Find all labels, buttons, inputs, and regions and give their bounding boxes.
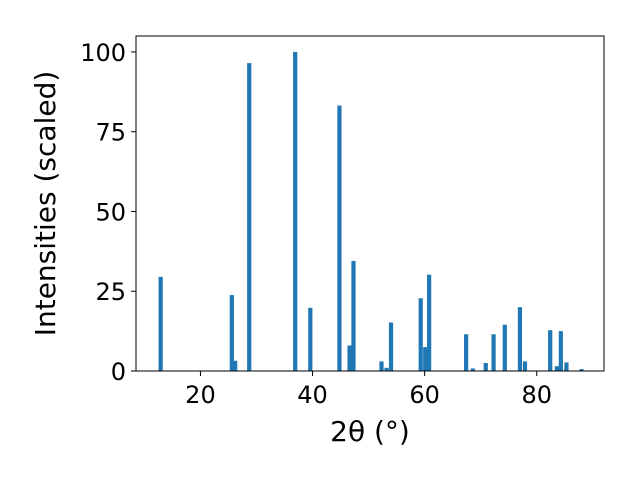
bar-4: [293, 51, 298, 371]
bar-11: [388, 322, 394, 371]
bar-14: [427, 274, 432, 371]
bar-6: [337, 105, 342, 372]
bar-7: [347, 345, 352, 371]
bar-5: [308, 307, 313, 371]
bar-8: [351, 260, 356, 371]
x-tick-label: 40: [297, 381, 328, 409]
bar-21: [522, 361, 528, 371]
y-tick-label: 50: [95, 198, 126, 226]
bar-10: [384, 367, 389, 371]
y-tick-label: 25: [95, 278, 126, 306]
x-tick-label: 60: [409, 381, 440, 409]
bar-9: [379, 361, 384, 371]
bar-24: [558, 331, 563, 371]
bar-22: [548, 330, 553, 371]
bar-3: [247, 63, 252, 372]
bar-1: [229, 295, 234, 371]
bar-17: [483, 363, 488, 371]
x-axis-ticks: 20 40 60 80: [185, 371, 552, 409]
bar-0: [158, 276, 163, 371]
bar-15: [464, 334, 469, 371]
bar-13: [423, 347, 428, 371]
y-axis-label: Intensities (scaled): [29, 71, 62, 337]
x-axis-label: 2θ (°): [330, 415, 410, 448]
bars-group: [158, 51, 584, 372]
bar-26: [579, 369, 584, 371]
y-tick-label: 0: [111, 358, 126, 386]
bar-2: [233, 360, 238, 371]
bar-25: [564, 362, 569, 371]
y-axis-ticks: 0 25 50 75 100: [80, 39, 136, 386]
bar-16: [470, 368, 475, 371]
bar-18: [491, 334, 496, 371]
y-tick-label: 100: [80, 39, 126, 67]
bar-12: [418, 298, 423, 371]
bar-20: [517, 307, 523, 371]
bar-19: [502, 324, 507, 371]
bar-23: [554, 366, 560, 371]
plot-frame: [135, 35, 605, 372]
y-tick-label: 75: [95, 119, 126, 147]
x-tick-label: 20: [185, 381, 216, 409]
x-tick-label: 80: [521, 381, 552, 409]
